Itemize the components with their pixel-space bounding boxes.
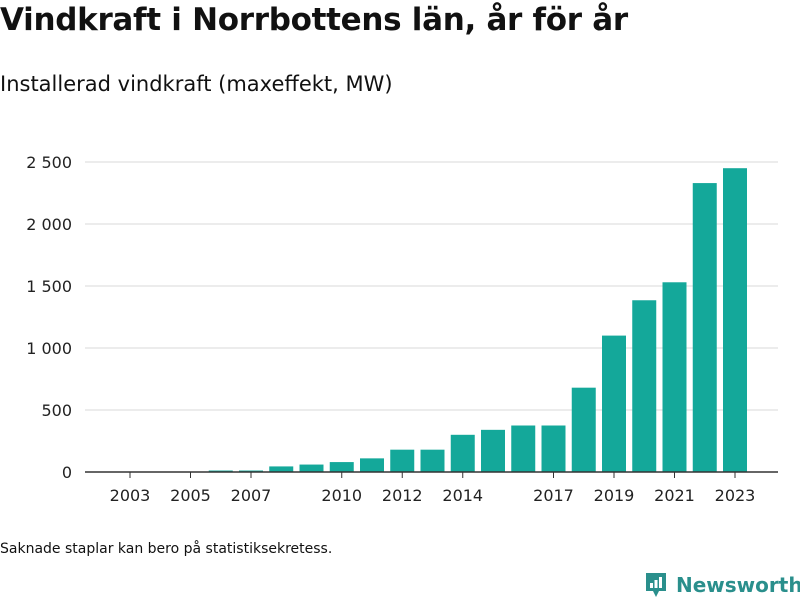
bar-2021[interactable]: [662, 282, 687, 472]
y-tick-label: 500: [41, 401, 72, 420]
bar-2023[interactable]: [723, 168, 747, 472]
footnote: Saknade staplar kan bero på statistiksek…: [0, 541, 333, 557]
brand-name: Newsworthy: [676, 573, 800, 597]
bar-2009[interactable]: [299, 464, 324, 472]
x-tick-label: 2017: [533, 486, 574, 505]
bar-2020[interactable]: [632, 300, 657, 472]
chart-subtitle: Installerad vindkraft (maxeffekt, MW): [0, 72, 393, 96]
y-axis-tick-labels: 0 500 1 000 1 500 2 000 2 500: [26, 153, 72, 482]
bar-2015[interactable]: [481, 429, 505, 472]
bar-2022[interactable]: [692, 183, 717, 472]
bar-chart: 0 500 1 000 1 500 2 000 2 500 2003 2005 2007 201…: [26, 153, 778, 505]
x-tick-label: 2005: [170, 486, 211, 505]
y-tick-label: 1 000: [26, 339, 72, 358]
y-tick-label: 1 500: [26, 277, 72, 296]
x-tick-label: 2012: [382, 486, 423, 505]
bar-2011[interactable]: [360, 458, 384, 472]
brand-logo[interactable]: Newsworthy: [644, 570, 800, 600]
x-axis-tick-labels: 2003 2005 2007 2010 2012 2014 2017 2019 2021 2023: [110, 472, 756, 505]
bar-2012[interactable]: [390, 449, 415, 472]
bar-2014[interactable]: [450, 434, 475, 472]
y-tick-label: 2 000: [26, 215, 72, 234]
bar-2008[interactable]: [269, 466, 294, 472]
x-tick-label: 2014: [442, 486, 483, 505]
bar-2017[interactable]: [541, 425, 566, 473]
bar-2019[interactable]: [602, 335, 626, 472]
bar-2013[interactable]: [420, 449, 445, 472]
newsworthy-logo-icon: [646, 573, 666, 597]
bar-2018[interactable]: [571, 387, 596, 472]
x-tick-label: 2019: [594, 486, 635, 505]
chart-title: Vindkraft i Norrbottens län, år för år: [0, 2, 628, 38]
x-tick-label: 2023: [715, 486, 756, 505]
bars: [118, 168, 747, 472]
x-tick-label: 2010: [321, 486, 362, 505]
x-tick-label: 2021: [654, 486, 695, 505]
bar-2010[interactable]: [329, 462, 354, 472]
y-tick-label: 2 500: [26, 153, 72, 172]
y-tick-label: 0: [62, 463, 72, 482]
x-tick-label: 2007: [231, 486, 272, 505]
bar-2016[interactable]: [511, 425, 536, 473]
x-tick-label: 2003: [110, 486, 151, 505]
